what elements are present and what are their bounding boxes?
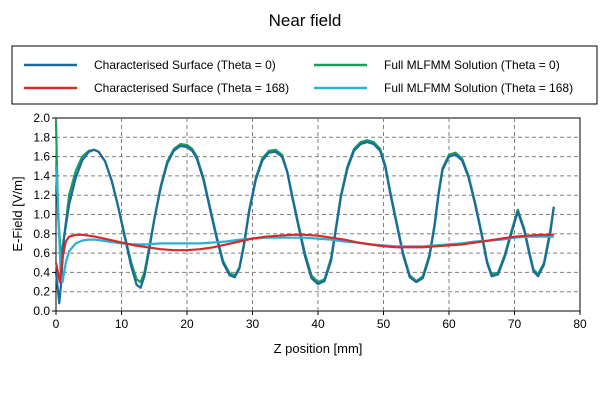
legend-label: Characterised Surface (Theta = 168) [94, 81, 289, 95]
y-tick-label: 0.4 [33, 265, 50, 279]
x-tick-label: 80 [573, 317, 587, 331]
y-tick-label: 1.8 [33, 130, 50, 144]
legend-label: Characterised Surface (Theta = 0) [94, 58, 276, 72]
y-tick-label: 0.8 [33, 227, 50, 241]
x-tick-label: 20 [180, 317, 194, 331]
x-tick-label: 50 [377, 317, 391, 331]
x-tick-label: 30 [246, 317, 260, 331]
series-line-characterised-surface-theta-168 [54, 233, 554, 284]
y-tick-label: 1.6 [33, 150, 50, 164]
x-tick-label: 60 [442, 317, 456, 331]
y-tick-label: 1.0 [33, 208, 50, 222]
y-tick-label: 1.2 [33, 188, 50, 202]
plot-area: 0 10 20 30 40 50 60 70 80 0.0 0.2 0.4 0.6 0.8 1.0 1.2 1… [33, 111, 587, 331]
y-axis-ticks: 0.0 0.2 0.4 0.6 0.8 1.0 1.2 1.4 1.6 1.8 2.0 [33, 111, 56, 318]
legend-label: Full MLFMM Solution (Theta = 0) [384, 58, 560, 72]
x-axis-label: Z position [mm] [274, 341, 363, 356]
x-tick-label: 70 [508, 317, 522, 331]
chart-title: Near field [269, 11, 342, 30]
legend-box [11, 45, 598, 105]
y-tick-label: 0.0 [33, 304, 50, 318]
grid-lines [56, 118, 580, 311]
x-axis-ticks: 0 10 20 30 40 50 60 70 80 [53, 311, 587, 331]
x-tick-label: 40 [311, 317, 325, 331]
y-tick-label: 1.4 [33, 169, 50, 183]
legend-items: Characterised Surface (Theta = 0) Charact… [24, 58, 573, 95]
y-axis-label: E-Field [V/m] [10, 176, 25, 251]
series-lines [54, 120, 555, 305]
legend: Characterised Surface (Theta = 0) Charact… [11, 45, 598, 105]
x-tick-label: 0 [53, 317, 60, 331]
y-tick-label: 2.0 [33, 111, 50, 125]
x-tick-label: 10 [115, 317, 129, 331]
series-line-characterised-surface-theta-0 [54, 141, 555, 305]
y-tick-label: 0.2 [33, 285, 50, 299]
y-tick-label: 0.6 [33, 246, 50, 260]
legend-label: Full MLFMM Solution (Theta = 168) [384, 81, 573, 95]
